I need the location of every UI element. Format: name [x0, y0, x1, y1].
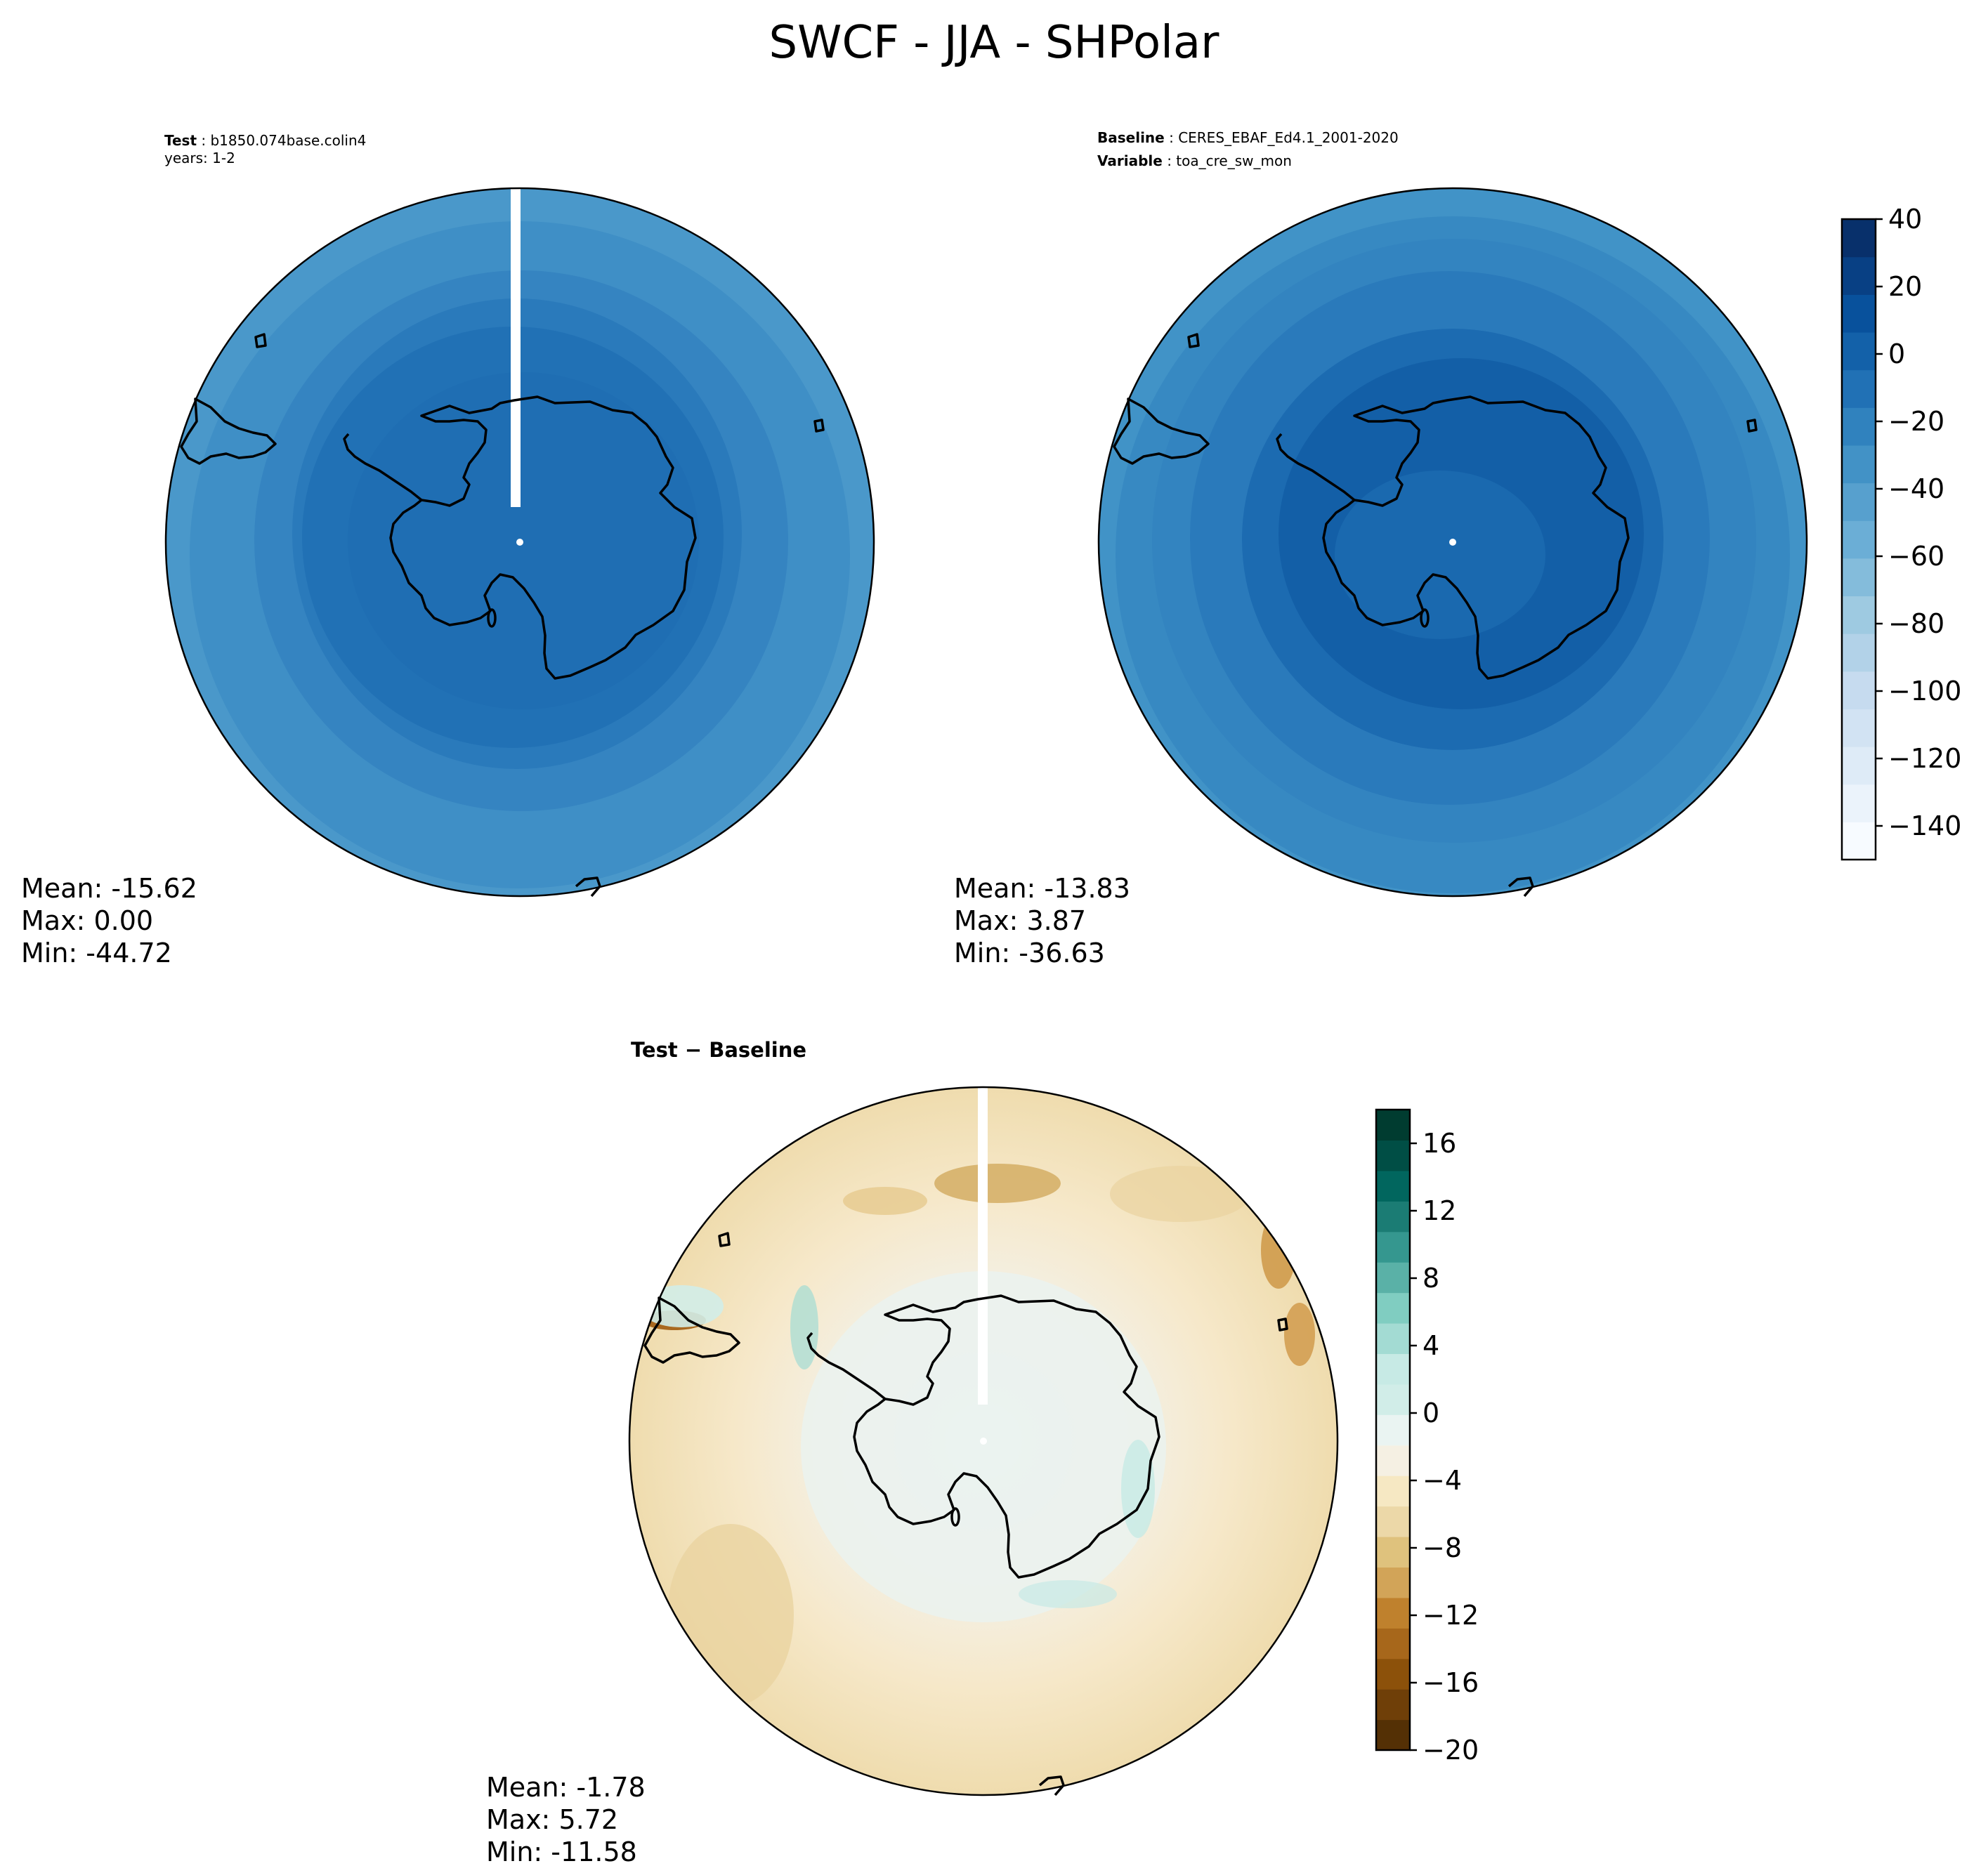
baseline-map	[1099, 188, 1807, 896]
baseline-min: Min: -36.63	[954, 938, 1105, 968]
colorbar-tick-label: −8	[1423, 1532, 1462, 1563]
colorbar-segment	[1842, 294, 1876, 333]
diff-mean: Mean: -1.78	[486, 1772, 646, 1803]
baseline-header-line-1: Baseline : CERES_EBAF_Ed4.1_2001-2020	[1097, 129, 1399, 146]
baseline-panel: Baseline : CERES_EBAF_Ed4.1_2001-2020 Va…	[954, 129, 1808, 968]
colorbar-segment	[1842, 482, 1876, 521]
colorbar-tick-label: −12	[1423, 1600, 1479, 1631]
colorbar-tick-label: 12	[1423, 1195, 1456, 1226]
test-min: Min: -44.72	[21, 938, 172, 968]
baseline-max: Max: 3.87	[954, 905, 1086, 936]
colorbar-tick-label: 16	[1423, 1128, 1456, 1159]
colorbar-segment	[1376, 1170, 1410, 1202]
colorbar-segment	[1376, 1353, 1410, 1385]
diff-min: Min: -11.58	[486, 1836, 637, 1867]
colorbar-segment	[1376, 1262, 1410, 1294]
colorbar-segment	[1842, 407, 1876, 446]
colorbar-segment	[1376, 1292, 1410, 1324]
colorbar-tick-label: −20	[1423, 1735, 1479, 1766]
colorbar-segment	[1376, 1476, 1410, 1507]
colorbar-tick-label: −140	[1888, 810, 1961, 841]
main-colorbar: 40 20 0 −20 −40 −60 −80 −100 −120 −140	[1840, 204, 1961, 861]
antarctica-coastline	[180, 333, 825, 898]
colorbar-segment	[1376, 1140, 1410, 1171]
colorbar-segment	[1376, 1506, 1410, 1537]
colorbar-segment	[1376, 1231, 1410, 1263]
baseline-header-line-2: Variable : toa_cre_sw_mon	[1097, 152, 1292, 169]
diff-header: Test − Baseline	[631, 1038, 806, 1062]
colorbar-segment	[1842, 331, 1876, 371]
colorbar-tick-label: 40	[1888, 204, 1922, 235]
colorbar-segment	[1842, 784, 1876, 822]
antarctica-coastline	[643, 1232, 1288, 1796]
colorbar-segment	[1376, 1567, 1410, 1598]
test-header-line-1: Test : b1850.074base.colin4	[164, 132, 366, 149]
colorbar-tick-label: 8	[1423, 1263, 1439, 1294]
colorbar-segment	[1842, 747, 1876, 785]
colorbar-segment	[1842, 219, 1876, 258]
colorbar-segment	[1842, 520, 1876, 559]
colorbar-segment	[1376, 1537, 1410, 1568]
diff-max: Max: 5.72	[486, 1804, 618, 1835]
diff-panel: Test − Baseline M	[486, 1038, 1339, 1867]
test-mean: Mean: -15.62	[21, 873, 197, 904]
test-max: Max: 0.00	[21, 905, 153, 936]
colorbar-tick-label: 4	[1423, 1330, 1439, 1361]
antarctica-coastline	[1113, 333, 1758, 898]
colorbar-segment	[1376, 1658, 1410, 1690]
diff-colorbar: 16 12 8 4 0 −4 −8 −12 −16 −20	[1375, 1108, 1479, 1766]
colorbar-segment	[1842, 822, 1876, 860]
colorbar-segment	[1376, 1597, 1410, 1629]
test-map	[166, 188, 874, 896]
colorbar-segment	[1842, 256, 1876, 295]
colorbar-tick-label: −20	[1888, 406, 1944, 437]
colorbar-segment	[1842, 671, 1876, 710]
colorbar-segment	[1842, 633, 1876, 672]
baseline-mean: Mean: -13.83	[954, 873, 1130, 904]
figure-title: SWCF - JJA - SHPolar	[769, 17, 1220, 69]
colorbar-segment	[1376, 1719, 1410, 1751]
colorbar-tick-label: −120	[1888, 743, 1961, 774]
colorbar-segment	[1376, 1323, 1410, 1355]
colorbar-segment	[1842, 558, 1876, 597]
colorbar-segment	[1842, 369, 1876, 408]
colorbar-segment	[1376, 1110, 1410, 1141]
colorbar-segment	[1376, 1445, 1410, 1476]
colorbar-segment	[1376, 1628, 1410, 1660]
colorbar-segment	[1376, 1201, 1410, 1233]
colorbar-tick-label: −100	[1888, 676, 1961, 707]
colorbar-tick-label: 0	[1888, 339, 1905, 369]
colorbar-segment	[1842, 596, 1876, 634]
colorbar-segment	[1842, 445, 1876, 484]
test-header-line-2: years: 1-2	[164, 150, 235, 166]
colorbar-segment	[1376, 1414, 1410, 1446]
colorbar-frame	[1840, 218, 1877, 861]
colorbar-tick-label: 20	[1888, 271, 1922, 302]
colorbar-tick-label: −80	[1888, 608, 1944, 639]
colorbar-segment	[1376, 1689, 1410, 1721]
colorbar-tick-label: −60	[1888, 541, 1944, 572]
colorbar-tick-label: −40	[1888, 473, 1944, 504]
colorbar-segment	[1842, 709, 1876, 747]
colorbar-frame	[1375, 1108, 1411, 1752]
colorbar-tick-label: −4	[1423, 1465, 1462, 1496]
colorbar-tick-label: −16	[1423, 1667, 1479, 1698]
colorbar-segment	[1376, 1384, 1410, 1415]
colorbar-tick-label: 0	[1423, 1398, 1439, 1428]
test-panel: Test : b1850.074base.colin4 years: 1-2 M…	[21, 132, 875, 968]
